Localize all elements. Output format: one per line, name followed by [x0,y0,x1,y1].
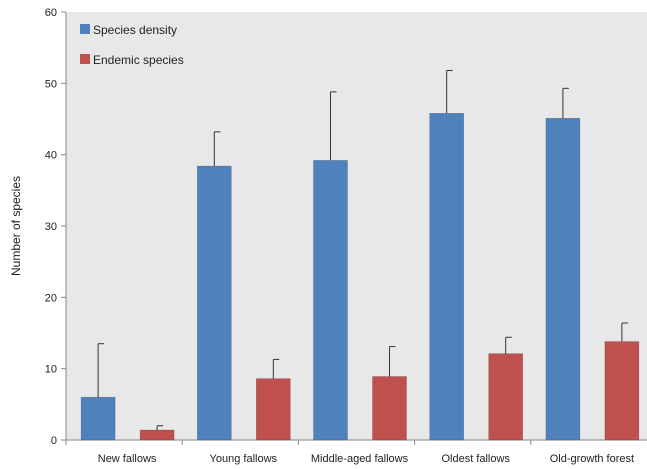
bar-species-density [313,160,348,441]
x-tick-label: Old-growth forest [550,453,634,465]
bar-species-density [545,117,581,441]
y-tick-label: 60 [45,7,57,19]
bar-endemic-species [372,376,407,441]
bar-endemic-species [488,353,524,441]
bars-group [80,69,640,441]
bar-endemic-species [139,429,175,441]
legend-swatch [80,24,90,34]
y-tick-label: 20 [45,292,57,304]
x-axis: New fallows Young fallows Middle-aged fall… [65,440,634,465]
bar-endemic-species [604,341,640,441]
bar-endemic-species [255,378,291,441]
y-axis-title: Number of species [9,176,23,276]
x-tick-label: Middle-aged fallows [311,453,409,465]
y-tick-label: 50 [45,78,57,90]
legend-label: Species density [93,23,177,37]
bar-species-density [429,112,465,441]
y-tick-label: 40 [45,150,57,162]
x-tick-label: New fallows [98,453,157,465]
y-tick-label: 10 [45,364,57,376]
x-tick-label: Oldest fallows [441,453,510,465]
y-tick-label: 0 [51,435,57,447]
legend: Species density Endemic species [80,23,184,67]
legend-label: Endemic species [93,53,184,67]
bar-species-density [197,165,232,441]
y-tick-label: 30 [45,221,57,233]
x-tick-label: Young fallows [210,453,278,465]
bar-species-density [80,396,116,441]
legend-swatch [80,54,90,64]
